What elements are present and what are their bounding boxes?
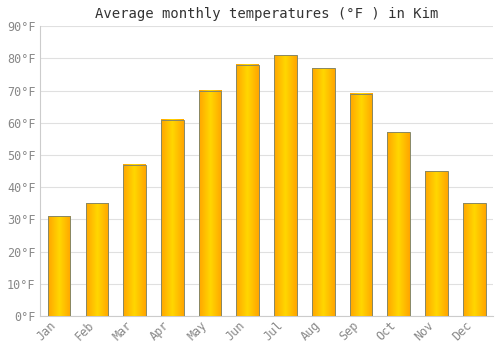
Bar: [236, 65, 259, 316]
Title: Average monthly temperatures (°F ) in Kim: Average monthly temperatures (°F ) in Ki…: [95, 7, 438, 21]
Bar: [312, 68, 334, 316]
Bar: [48, 216, 70, 316]
Bar: [350, 94, 372, 316]
Bar: [199, 91, 222, 316]
Bar: [388, 133, 410, 316]
Bar: [463, 203, 485, 316]
Bar: [274, 55, 297, 316]
Bar: [86, 203, 108, 316]
Bar: [161, 120, 184, 316]
Bar: [425, 171, 448, 316]
Bar: [124, 165, 146, 316]
